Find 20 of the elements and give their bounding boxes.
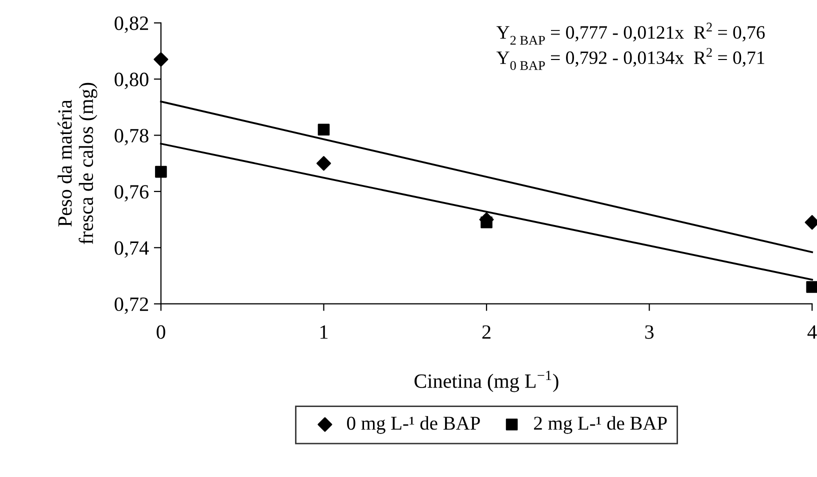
point bbox=[316, 156, 332, 171]
y-tick-label: 0,82 bbox=[114, 16, 148, 33]
y-tick-label: 0,76 bbox=[114, 185, 149, 202]
point bbox=[154, 52, 168, 67]
y-tick-label: 0,78 bbox=[114, 128, 148, 146]
y-tick-label: 0,72 bbox=[114, 297, 148, 314]
point bbox=[155, 166, 167, 178]
point bbox=[806, 281, 817, 293]
x-tick-label: 4 bbox=[807, 325, 817, 339]
x-tick-label: 0 bbox=[156, 325, 166, 339]
x-tick-label: 3 bbox=[645, 325, 654, 339]
y-tick-label: 0,74 bbox=[114, 241, 149, 258]
y-axis-title: Peso da matéria fresca de calos (mg) bbox=[58, 82, 98, 244]
legend-label: 0 mg L-¹ de BAP bbox=[347, 416, 480, 434]
y-tick-label: 0,80 bbox=[114, 72, 148, 90]
legend-label: 2 mg L-¹ de BAP bbox=[534, 416, 667, 434]
x-tick-label: 1 bbox=[320, 325, 328, 339]
x-axis-title: Cinetina (mg L$^{−1}$) bbox=[414, 370, 558, 392]
x-tick-label: 2 bbox=[482, 325, 490, 339]
point bbox=[318, 124, 330, 136]
